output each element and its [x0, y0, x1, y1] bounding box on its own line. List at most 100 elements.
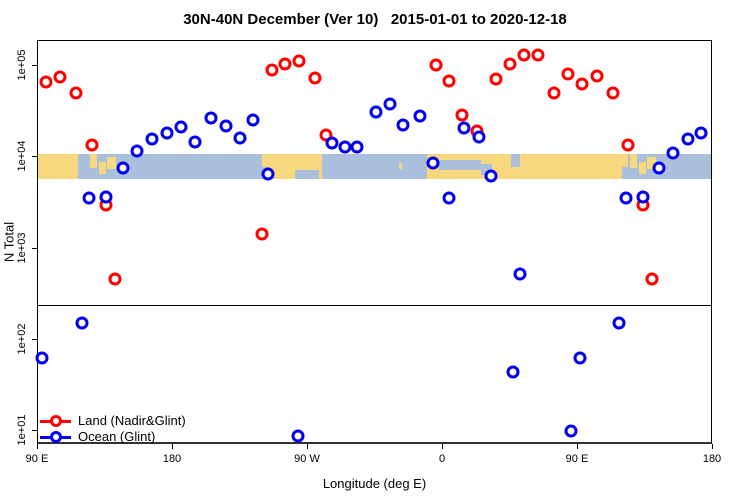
scatter-point-land [531, 48, 545, 62]
scatter-point-land [455, 108, 469, 122]
y-tick-label: 1e+05 [16, 49, 28, 81]
scatter-point-land [503, 57, 517, 71]
map-ocean-patch [511, 154, 520, 167]
x-tick [307, 444, 308, 449]
ocean-series-symbol [40, 431, 71, 443]
map-land-segment [98, 161, 106, 174]
x-tick-label: 180 [702, 453, 722, 465]
scatter-point-land [575, 77, 589, 91]
x-tick [712, 444, 713, 449]
y-axis-label: N Total [1, 221, 17, 263]
x-tick-label: 90 W [294, 453, 320, 465]
scatter-point-ocean [233, 131, 247, 145]
scatter-point-land [442, 74, 456, 88]
map-land-segment [90, 154, 97, 168]
scatter-point-ocean [75, 316, 89, 330]
scatter-point-land [606, 86, 620, 100]
scatter-point-ocean [291, 429, 305, 443]
scatter-point-ocean [261, 167, 275, 181]
scatter-point-ocean [246, 113, 260, 127]
x-tick [577, 444, 578, 449]
scatter-point-ocean [636, 190, 650, 204]
scatter-point-ocean [325, 136, 339, 150]
x-tick-label: 90 E [25, 453, 49, 465]
scatter-point-ocean [484, 169, 498, 183]
x-tick-label: 90 E [565, 453, 589, 465]
map-land-segment [630, 154, 637, 168]
scatter-point-land [547, 86, 561, 100]
scatter-point-land [561, 67, 575, 81]
scatter-point-land [108, 272, 122, 286]
scatter-point-ocean [130, 144, 144, 158]
scatter-point-ocean [396, 118, 410, 132]
scatter-point-ocean [681, 132, 695, 146]
y-tick-label: 1e+02 [16, 323, 28, 355]
scatter-point-ocean [442, 191, 456, 205]
scatter-point-ocean [513, 267, 527, 281]
scatter-point-ocean [564, 424, 578, 438]
land-circle-icon [49, 415, 62, 427]
scatter-point-ocean [383, 97, 397, 111]
scatter-point-land [69, 86, 83, 100]
scatter-point-ocean [472, 130, 486, 144]
scatter-point-ocean [619, 191, 633, 205]
scatter-point-land [590, 69, 604, 83]
x-tick [172, 444, 173, 449]
y-tick [32, 247, 37, 249]
map-ocean-patch [295, 169, 319, 179]
scatter-point-ocean [666, 146, 680, 160]
x-tick-label: 180 [162, 453, 182, 465]
scatter-point-ocean [369, 105, 383, 119]
scatter-point-ocean [457, 121, 471, 135]
scatter-point-land [85, 138, 99, 152]
scatter-point-ocean [160, 126, 174, 140]
scatter-point-ocean [174, 120, 188, 134]
scatter-point-ocean [350, 140, 364, 154]
scatter-point-land [292, 54, 306, 68]
scatter-point-ocean [204, 111, 218, 125]
scatter-point-ocean [145, 132, 159, 146]
legend: Land (Nadir&Glint) Ocean (Glint) [40, 413, 186, 445]
scatter-point-land [278, 57, 292, 71]
scatter-point-land [53, 70, 67, 84]
scatter-point-ocean [506, 365, 520, 379]
scatter-point-land [621, 138, 635, 152]
scatter-point-ocean [82, 191, 96, 205]
y-tick [32, 156, 37, 158]
x-axis-label: Longitude (deg E) [322, 476, 427, 491]
map-land-segment [638, 161, 646, 174]
scatter-point-ocean [573, 351, 587, 365]
x-tick [37, 444, 38, 449]
legend-label-land: Land (Nadir&Glint) [78, 413, 186, 428]
scatter-point-ocean [35, 351, 49, 365]
legend-label-ocean: Ocean (Glint) [78, 429, 156, 444]
y-tick [32, 65, 37, 66]
y-tick-label: 1e+04 [16, 140, 28, 172]
scatter-point-land [517, 48, 531, 62]
y-tick [32, 338, 37, 340]
scatter-point-ocean [413, 109, 427, 123]
chart-title: 30N-40N December (Ver 10) 2015-01-01 to … [183, 11, 567, 28]
scatter-point-ocean [426, 156, 440, 170]
map-land-segment [622, 154, 628, 167]
scatter-point-ocean [99, 190, 113, 204]
ocean-circle-icon [49, 431, 62, 443]
scatter-point-ocean [188, 135, 202, 149]
scatter-point-land [39, 75, 53, 89]
plot-area [37, 40, 712, 444]
scatter-point-ocean [612, 316, 626, 330]
y-tick-label: 1e+01 [16, 414, 28, 446]
scatter-point-land [645, 272, 659, 286]
scatter-point-ocean [219, 119, 233, 133]
map-land-segment [646, 157, 656, 169]
land-series-symbol [40, 415, 71, 427]
scatter-point-ocean [694, 126, 708, 140]
legend-item-land: Land (Nadir&Glint) [40, 413, 186, 429]
x-tick-label: 0 [438, 453, 446, 465]
scatter-point-land [265, 63, 279, 77]
scatter-point-ocean [338, 140, 352, 154]
map-land-segment [38, 154, 78, 179]
legend-item-ocean: Ocean (Glint) [40, 429, 186, 445]
map-land-segment [398, 162, 402, 169]
